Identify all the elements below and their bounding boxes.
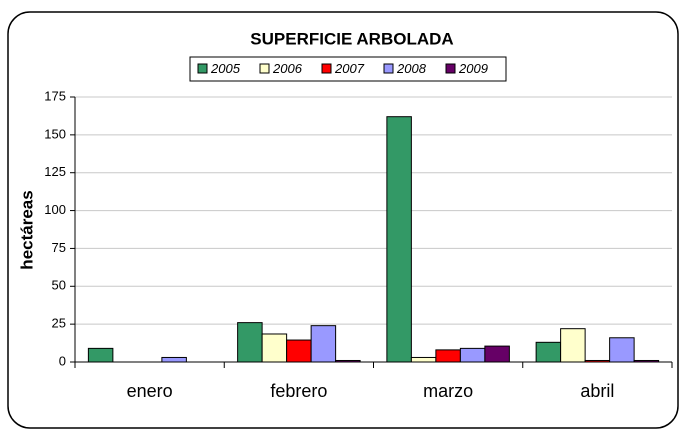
legend-label: 2005	[210, 61, 241, 76]
bar	[335, 359, 361, 363]
chart-title: SUPERFICIE ARBOLADA	[250, 29, 453, 48]
bar	[459, 347, 486, 363]
legend-label: 2007	[334, 61, 365, 76]
bar	[386, 116, 412, 363]
legend-swatch	[259, 63, 270, 74]
bar	[410, 356, 437, 363]
y-tick-label: 125	[44, 164, 66, 179]
bar	[560, 328, 586, 363]
bar	[87, 347, 114, 363]
y-axis-label: hectáreas	[17, 190, 36, 269]
bar	[261, 333, 288, 363]
bar	[609, 337, 635, 363]
legend-swatch	[321, 63, 332, 74]
bar	[435, 349, 461, 363]
bar	[286, 339, 312, 363]
y-tick-label: 75	[52, 240, 66, 255]
bar	[161, 356, 187, 363]
y-tick-label: 50	[52, 278, 66, 293]
bar	[535, 341, 562, 363]
legend-swatch	[383, 63, 394, 74]
y-tick-label: 150	[44, 126, 66, 141]
y-tick-label: 25	[52, 316, 66, 331]
x-tick-label: enero	[127, 381, 173, 401]
x-tick-label: marzo	[423, 381, 473, 401]
legend-label: 2006	[272, 61, 303, 76]
bar	[584, 359, 611, 363]
y-tick-label: 175	[44, 88, 66, 103]
bar	[484, 345, 510, 363]
x-tick-label: abril	[580, 381, 614, 401]
bar	[633, 359, 660, 363]
y-tick-label: 100	[44, 202, 66, 217]
y-tick-label: 0	[59, 353, 66, 368]
x-tick-label: febrero	[270, 381, 327, 401]
legend-swatch	[445, 63, 456, 74]
legend-label: 2008	[396, 61, 427, 76]
bar	[310, 325, 337, 363]
legend-label: 2009	[458, 61, 488, 76]
bar	[237, 322, 263, 363]
legend-swatch	[197, 63, 208, 74]
